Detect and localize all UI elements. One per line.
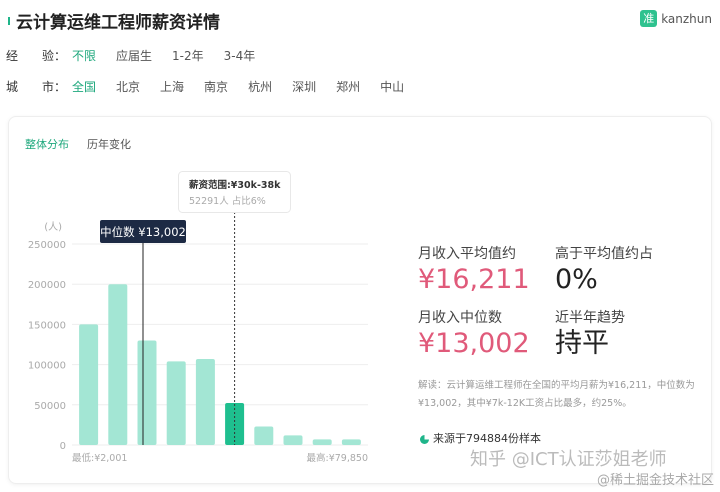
above-value: 0% [555,264,598,295]
histogram-bar[interactable] [79,324,99,445]
source-text: 来源于794884份样本 [433,432,541,445]
histogram-bar[interactable] [254,426,274,445]
watermark-2: @稀土掘金技术社区 [596,473,714,488]
histogram-bar[interactable] [341,439,361,445]
tab-overall[interactable]: 整体分布 [25,138,69,151]
histogram-bar[interactable] [283,435,303,445]
city-option[interactable]: 上海 [160,80,185,94]
title-text: 云计算运维工程师薪资详情 [16,13,220,33]
y-tick-label: 50000 [34,401,66,412]
y-axis-label: (人) [44,221,62,233]
experience-option[interactable]: 应届生 [116,49,153,63]
title-accent [8,16,10,25]
experience-option[interactable]: 3-4年 [223,49,256,63]
histogram-bar[interactable] [166,361,186,445]
trend-value: 持平 [555,328,609,359]
y-tick-label: 100000 [28,361,66,372]
kanzhun-logo[interactable]: 准 kanzhun [640,10,712,27]
experience-option[interactable]: 1-2年 [172,49,204,63]
avg-label: 月收入平均值约 [418,246,516,262]
tabs: 整体分布 历年变化 [25,136,131,152]
experience-label: 经 验： [6,49,67,63]
trend-label: 近半年趋势 [555,310,625,326]
city-option[interactable]: 南京 [204,80,229,94]
city-option[interactable]: 北京 [116,80,141,94]
salary-card [8,116,712,484]
city-label: 城 市： [6,80,67,94]
histogram-bar[interactable] [108,284,128,445]
tab-history[interactable]: 历年变化 [87,138,131,151]
median-badge [100,220,186,243]
city-option[interactable]: 中山 [380,80,405,94]
y-tick-label: 250000 [28,240,66,251]
tooltip-detail: 52291人 占比6% [189,195,266,207]
tooltip-title: 薪资范围:¥30k-38k [189,179,281,191]
city-filter: 城 市： 全国 北京 上海 南京 杭州 深圳 郑州 中山 [6,78,424,95]
city-option[interactable]: 杭州 [248,80,273,94]
city-option[interactable]: 全国 [72,80,97,94]
pie-icon [420,434,429,444]
interpretation-note: 解读：云计算运维工程师在全国的平均月薪为¥16,211，中位数为¥13,002，… [418,380,695,409]
y-tick-label: 200000 [28,280,66,291]
experience-filter: 经 验： 不限 应届生 1-2年 3-4年 [6,47,275,64]
page-title: 云计算运维工程师薪资详情 [8,8,220,33]
salary-histogram: (人) 0 50000 100000 150000 200000 250000 最低:¥2,0… [28,171,369,464]
histogram-bar[interactable] [137,340,157,445]
y-tick-label: 0 [60,441,66,452]
histogram-bar[interactable] [312,439,332,445]
avg-value: ¥16,211 [418,264,530,295]
x-max-label: 最高:¥79,850 [307,452,369,464]
histogram-bar[interactable] [195,358,215,445]
sample-source: 来源于794884份样本 [420,432,541,446]
median-label: 月收入中位数 [418,310,502,326]
logo-icon: 准 [640,10,658,27]
y-tick-label: 150000 [28,320,66,331]
x-min-label: 最低:¥2,001 [72,452,127,464]
watermark: 知乎 @ICT认证莎姐老师 [470,449,667,470]
tooltip [178,171,291,213]
median-badge-text: 中位数 ¥13,002 [100,225,186,239]
logo-text: kanzhun [661,11,712,26]
city-option[interactable]: 深圳 [292,80,317,94]
above-label: 高于平均值约占 [555,246,653,262]
median-value: ¥13,002 [418,328,530,359]
city-option[interactable]: 郑州 [336,80,361,94]
histogram-bar[interactable] [225,402,245,445]
experience-option[interactable]: 不限 [72,49,97,63]
